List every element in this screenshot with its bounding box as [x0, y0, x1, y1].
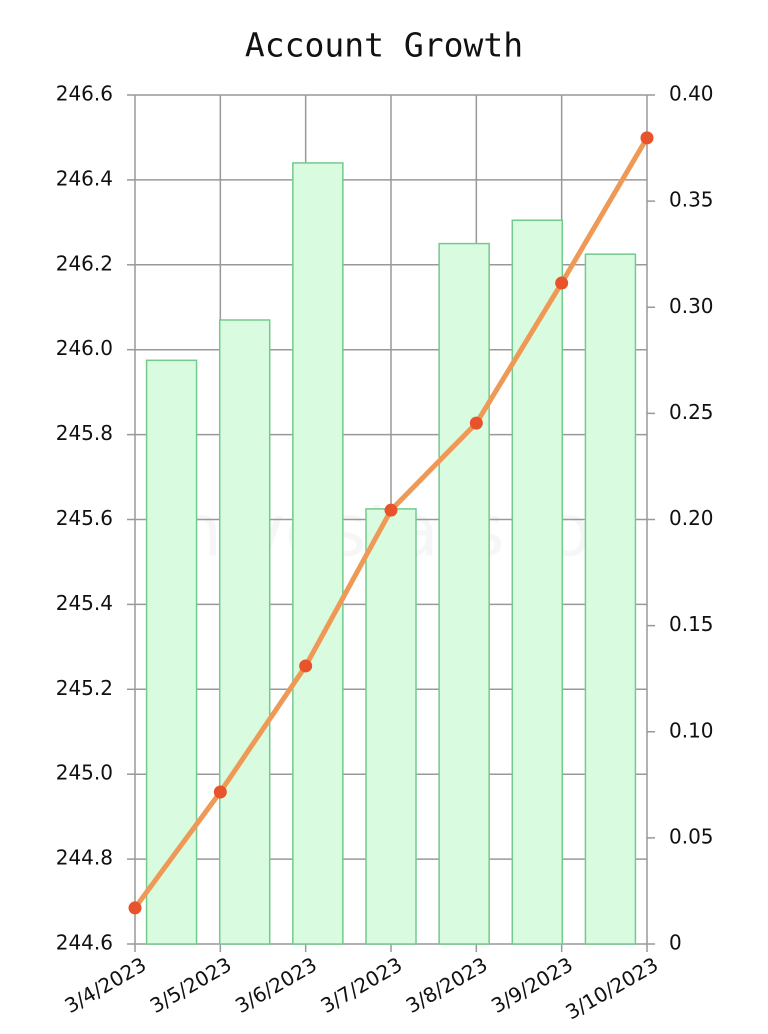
x-tick-label: 3/5/2023 [146, 952, 236, 1018]
bar [584, 253, 637, 945]
y2-tick-label: 0.10 [669, 718, 714, 742]
y-tick-label: 245.0 [56, 761, 113, 785]
x-tick-label: 3/10/2023 [561, 952, 662, 1024]
bar [365, 508, 417, 945]
y-tick-label: 246.2 [56, 251, 113, 275]
y2-tick-label: 0.40 [669, 82, 714, 106]
bar [218, 319, 271, 945]
point [213, 785, 227, 799]
bar [292, 162, 344, 945]
y-tick-label: 246.4 [56, 166, 113, 190]
y2-tick-label: 0.15 [669, 612, 714, 636]
y2-tick-label: 0.25 [669, 400, 714, 424]
x-tick-label: 3/4/2023 [60, 952, 150, 1018]
x-tick-label: 3/7/2023 [316, 952, 406, 1018]
y2-tick-label: 0.20 [669, 506, 714, 530]
x-tick-label: 3/8/2023 [402, 952, 492, 1018]
y2-tick-label: 0.30 [669, 294, 714, 318]
point [640, 131, 654, 145]
point [469, 416, 483, 430]
y2-tick-label: 0.05 [669, 824, 714, 848]
y-tick-label: 246.6 [56, 82, 113, 106]
y2-tick-label: 0.35 [669, 188, 714, 212]
x-tick-label: 3/6/2023 [231, 952, 321, 1018]
y-tick-label: 244.6 [56, 931, 113, 955]
bar [511, 219, 564, 945]
y-tick-label: 244.8 [56, 846, 113, 870]
bar [438, 242, 490, 945]
bar [145, 359, 198, 945]
chart-title: Account Growth [245, 26, 523, 65]
point [555, 276, 569, 290]
y-tick-label: 245.2 [56, 676, 113, 700]
point [384, 503, 398, 517]
point [128, 901, 142, 915]
y-tick-label: 245.4 [56, 591, 113, 615]
y-tick-label: 245.8 [56, 421, 113, 445]
point [299, 659, 313, 673]
y2-tick-label: 0 [669, 931, 682, 955]
y-tick-label: 246.0 [56, 336, 113, 360]
y-tick-label: 245.6 [56, 506, 113, 530]
